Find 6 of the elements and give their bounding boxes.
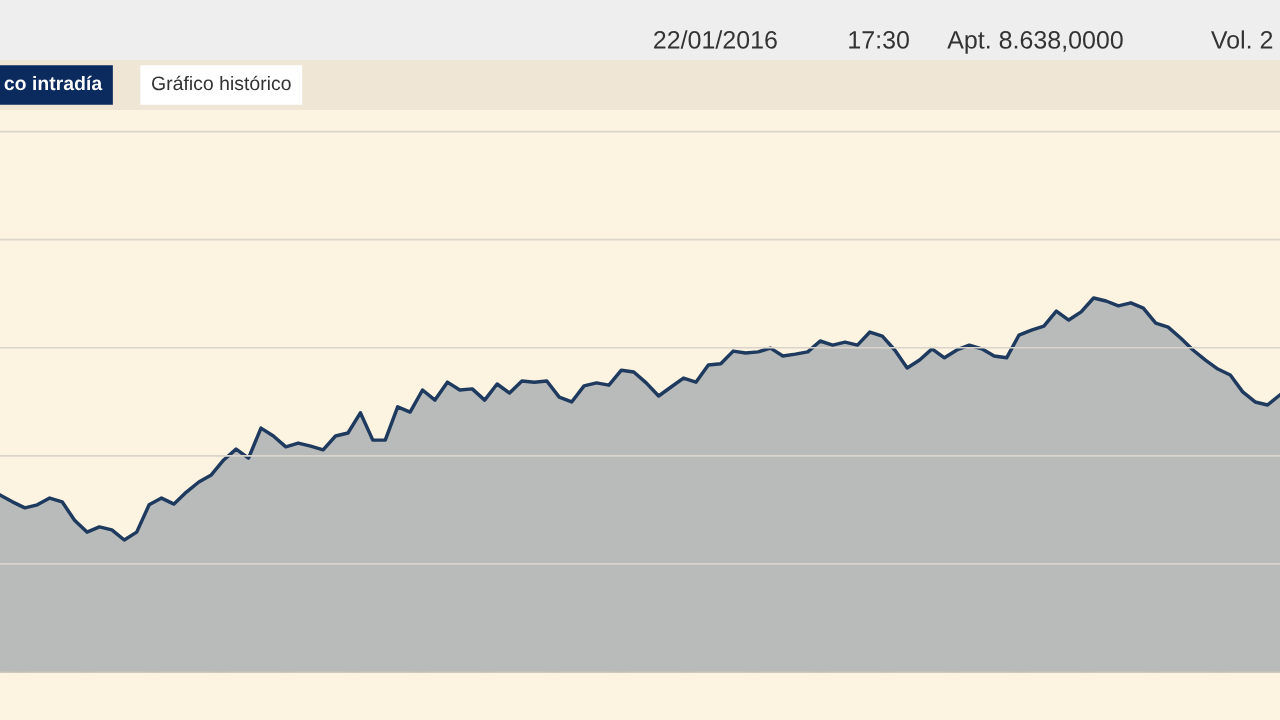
text: Apt. 8.638,0000 xyxy=(947,31,1123,54)
text: 17:30 xyxy=(849,31,909,49)
text: co intradía xyxy=(4,75,103,91)
text: Vol. 2 xyxy=(1210,30,1273,49)
text: 22/01/2016 xyxy=(654,30,777,49)
text: Gráfico histórico xyxy=(152,75,291,91)
